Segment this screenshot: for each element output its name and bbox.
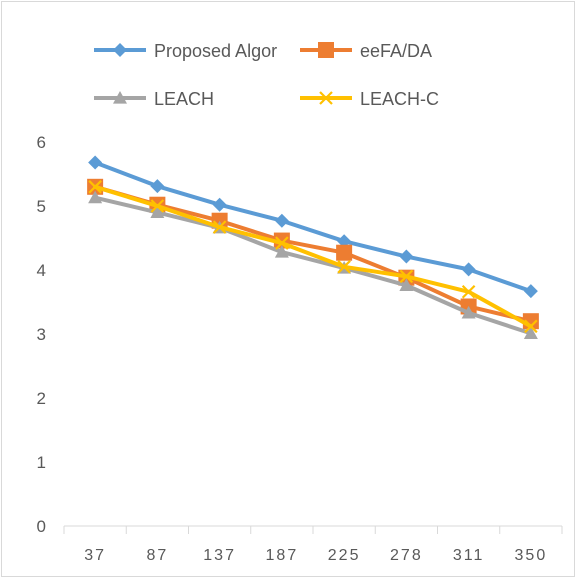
x-tick-label: 225 [328, 547, 361, 564]
x-tick-label: 278 [390, 547, 423, 564]
legend-label: Proposed Algor [154, 41, 277, 61]
data-point [319, 91, 333, 105]
x-tick-label: 137 [203, 547, 236, 564]
data-point [399, 278, 414, 291]
x-tick-label: 87 [146, 547, 168, 564]
legend-entry: LEACH [94, 89, 214, 109]
legend-entry: eeFA/DA [300, 41, 432, 61]
data-point [212, 220, 227, 234]
x-tick-label: 187 [266, 547, 299, 564]
y-tick-label: 2 [37, 389, 46, 408]
data-point [275, 236, 289, 250]
y-tick-label: 5 [37, 197, 46, 216]
x-tick-label: 311 [453, 547, 485, 564]
x-tick-label: 350 [515, 547, 548, 564]
legend-label: LEACH-C [360, 89, 439, 109]
y-axis-ticks: 0 1 2 3 4 5 6 [37, 133, 46, 536]
data-point [113, 91, 127, 104]
y-tick-label: 4 [37, 261, 46, 280]
data-point [461, 262, 476, 277]
y-tick-label: 6 [37, 133, 46, 152]
data-point [524, 319, 538, 334]
series-line [93, 160, 533, 294]
legend-entry: LEACH-C [300, 89, 439, 109]
y-tick-label: 1 [37, 453, 46, 472]
data-point [88, 190, 103, 204]
data-point [523, 326, 538, 339]
data-point [150, 179, 165, 194]
legend: Proposed Algor eeFA/DA LEACH LEACH-C [94, 41, 439, 109]
data-point [212, 197, 227, 212]
series-x [88, 180, 538, 334]
x-axis-ticks: 37 87 137 187 225 278 311 350 [63, 526, 563, 564]
data-point [523, 284, 538, 299]
data-point [150, 199, 165, 213]
data-point [461, 305, 476, 319]
y-tick-label: 3 [37, 325, 46, 344]
data-point [399, 249, 414, 264]
y-tick-label: 0 [37, 517, 46, 536]
x-tick-label: 37 [84, 547, 106, 564]
data-point [337, 234, 352, 249]
series-line [93, 184, 533, 324]
legend-label: eeFA/DA [360, 41, 432, 61]
data-point [399, 269, 414, 284]
data-point [274, 213, 289, 228]
data-point [274, 245, 289, 258]
data-point [318, 42, 334, 58]
legend-entry: Proposed Algor [94, 41, 277, 61]
series-group [87, 155, 539, 339]
series-diamond [88, 155, 538, 299]
data-point [336, 244, 353, 261]
data-point [88, 155, 103, 170]
series-line [93, 184, 533, 329]
legend-label: LEACH [154, 89, 214, 109]
data-point [113, 43, 127, 57]
data-point [150, 205, 165, 218]
data-point [88, 180, 102, 194]
series-line [93, 195, 533, 336]
data-point [337, 260, 351, 274]
data-point [461, 284, 476, 299]
